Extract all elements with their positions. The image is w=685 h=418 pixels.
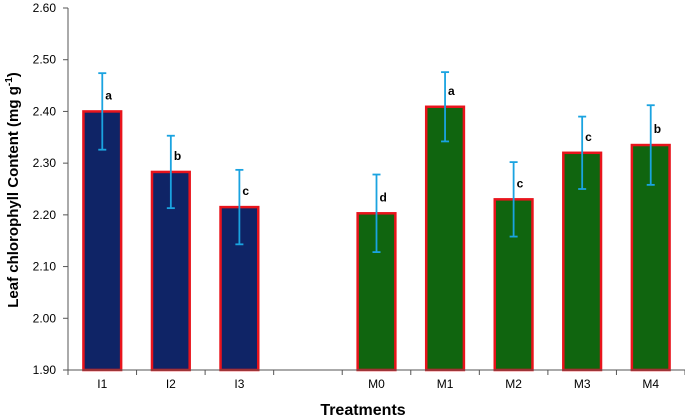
significance-letter-M1: a bbox=[448, 84, 455, 98]
y-tick-label: 2.20 bbox=[33, 208, 57, 222]
x-tick-label: M3 bbox=[574, 377, 591, 391]
bar-I1 bbox=[82, 110, 123, 372]
y-axis-title-close: ) bbox=[5, 72, 22, 77]
error-bars bbox=[98, 71, 655, 253]
significance-letter-M4: b bbox=[654, 122, 661, 136]
x-tick-label: M2 bbox=[505, 377, 522, 391]
y-axis-title-superscript: -1 bbox=[4, 77, 15, 86]
y-tick-label: 2.30 bbox=[33, 156, 57, 170]
significance-letter-I2: b bbox=[174, 149, 181, 163]
significance-letter-I3: c bbox=[242, 184, 249, 198]
y-axis-title-main: Leaf chlorophyll Content (mg g bbox=[5, 86, 22, 308]
x-axis-title: Treatments bbox=[320, 402, 405, 418]
significance-letter-M3: c bbox=[585, 130, 592, 144]
x-axis-ticks: I1 I2 I3 M0 M1 M2 M3 M4 bbox=[67, 370, 685, 391]
significance-letters: a b c d a c c b bbox=[105, 84, 661, 205]
x-tick-label: M1 bbox=[437, 377, 454, 391]
significance-letter-M0: d bbox=[380, 190, 387, 204]
significance-letter-M2: c bbox=[517, 176, 524, 190]
y-axis-ticks: 1.90 2.00 2.10 2.20 2.30 2.40 2.50 2.60 bbox=[33, 1, 68, 377]
y-axis-title: Leaf chlorophyll Content (mg g-1) bbox=[4, 72, 22, 308]
bar-M1 bbox=[424, 105, 466, 372]
y-tick-label: 2.50 bbox=[33, 53, 57, 67]
y-tick-label: 2.40 bbox=[33, 104, 57, 118]
x-tick-label: I3 bbox=[234, 377, 244, 391]
y-tick-label: 2.60 bbox=[33, 1, 57, 15]
x-tick-label: M4 bbox=[642, 377, 659, 391]
y-tick-label: 2.00 bbox=[33, 311, 57, 325]
x-tick-label: I1 bbox=[97, 377, 107, 391]
y-tick-label: 2.10 bbox=[33, 260, 57, 274]
x-tick-label: M0 bbox=[368, 377, 385, 391]
y-tick-label: 1.90 bbox=[33, 363, 57, 377]
significance-letter-I1: a bbox=[105, 88, 112, 102]
x-tick-label: I2 bbox=[166, 377, 176, 391]
